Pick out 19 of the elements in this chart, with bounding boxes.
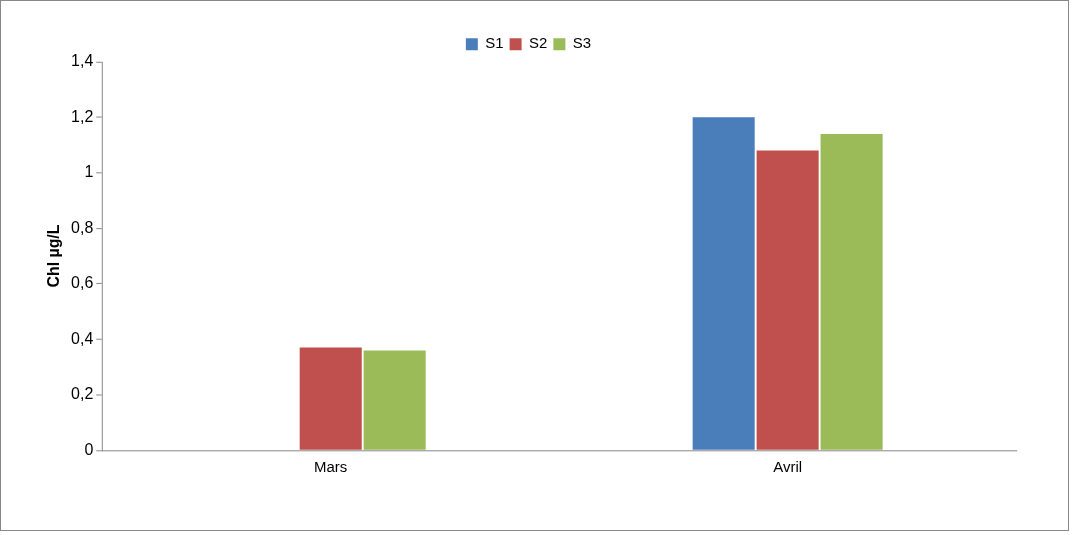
y-tick-label: 1,4 bbox=[71, 52, 94, 70]
bar bbox=[692, 117, 755, 450]
bar bbox=[363, 350, 426, 450]
bar bbox=[756, 150, 819, 450]
y-tick-label: 0,8 bbox=[71, 218, 94, 236]
y-tick-label: 0 bbox=[84, 440, 94, 458]
y-tick-label: 1 bbox=[84, 163, 94, 181]
bar bbox=[820, 133, 883, 450]
y-tick-label: 0,6 bbox=[71, 274, 94, 292]
x-tick-label: Avril bbox=[773, 458, 803, 476]
legend-label: S3 bbox=[572, 34, 592, 52]
legend-label: S1 bbox=[485, 34, 504, 52]
y-axis-title: Chl µg/L bbox=[44, 224, 62, 288]
bar bbox=[299, 347, 362, 450]
legend-label: S2 bbox=[529, 34, 548, 52]
y-tick-label: 1,2 bbox=[71, 107, 94, 125]
y-tick-label: 0,2 bbox=[71, 385, 94, 403]
y-tick-label: 0,4 bbox=[71, 329, 94, 347]
x-tick-label: Mars bbox=[314, 458, 348, 476]
